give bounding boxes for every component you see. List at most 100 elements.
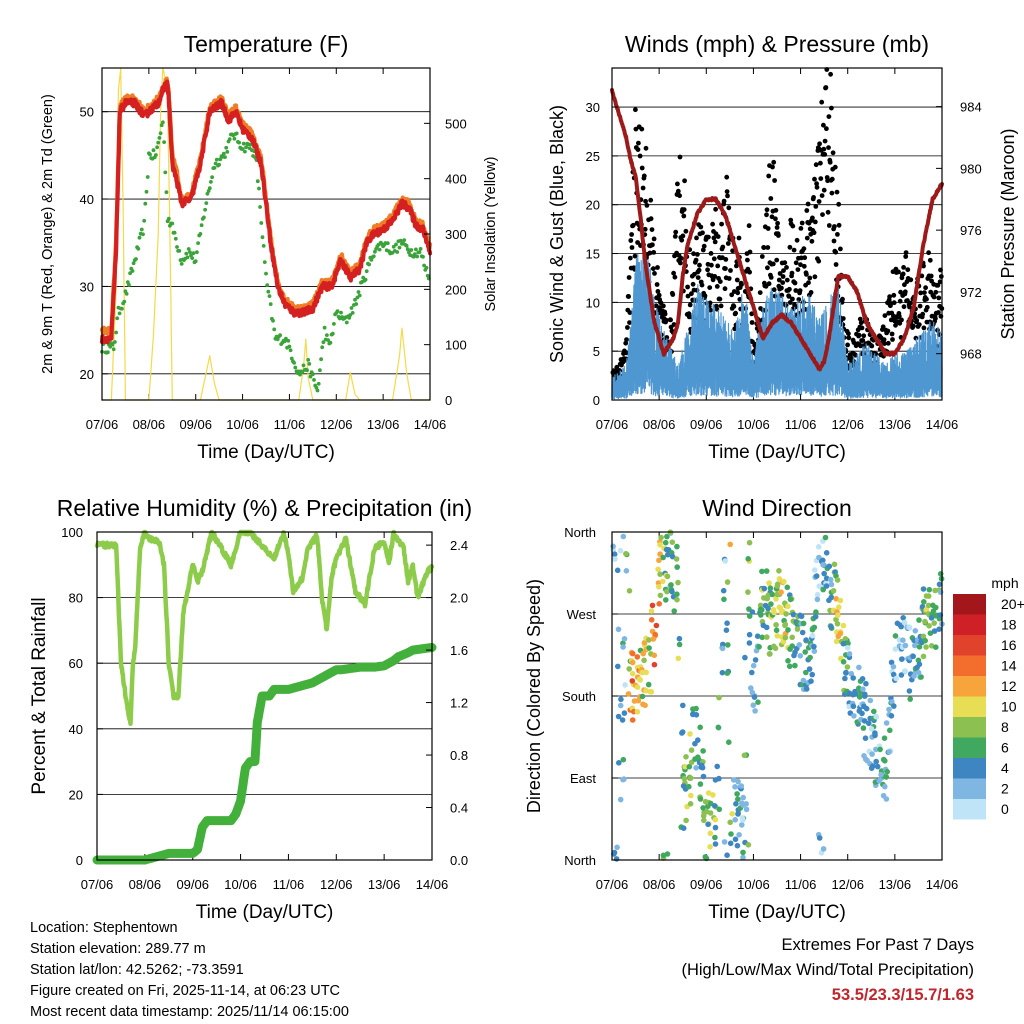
direction-point xyxy=(792,649,798,656)
gust-point xyxy=(701,243,707,249)
direction-point xyxy=(918,674,924,680)
gust-point xyxy=(768,275,774,280)
direction-point xyxy=(765,605,771,612)
direction-point xyxy=(860,725,867,731)
direction-point xyxy=(617,702,624,709)
x-tick-label: 10/06 xyxy=(737,877,770,892)
direction-point xyxy=(789,634,795,641)
direction-point xyxy=(768,601,774,607)
gust-point xyxy=(825,209,831,215)
gust-point xyxy=(639,126,645,132)
x-tick-label: 12/06 xyxy=(831,417,864,432)
gust-point xyxy=(781,268,786,273)
gust-point xyxy=(765,245,771,250)
gust-point xyxy=(902,289,908,295)
direction-point xyxy=(821,570,827,577)
dewpoint-point xyxy=(156,140,161,145)
dewpoint-point xyxy=(164,190,169,195)
dewpoint-point xyxy=(196,241,201,246)
gust-point xyxy=(787,300,793,305)
plot-frame xyxy=(96,531,433,861)
direction-point xyxy=(655,566,661,573)
gust-point xyxy=(724,189,730,195)
direction-point xyxy=(716,775,722,782)
gust-point xyxy=(821,146,827,152)
y-tick-label: North xyxy=(564,853,596,868)
direction-point xyxy=(833,616,839,623)
direction-point xyxy=(856,694,863,700)
y-tick-right-label: 500 xyxy=(445,116,467,131)
dewpoint-point xyxy=(414,247,418,252)
direction-point xyxy=(808,678,814,684)
x-tick-label: 08/06 xyxy=(643,877,676,892)
direction-point xyxy=(741,752,748,759)
gust-point xyxy=(766,173,772,179)
direction-point xyxy=(774,633,781,639)
direction-point xyxy=(693,712,700,718)
direction-point xyxy=(705,821,711,828)
gust-point xyxy=(807,275,813,281)
direction-point xyxy=(811,567,818,573)
direction-point xyxy=(869,751,875,757)
gust-point xyxy=(882,313,888,318)
dewpoint-point xyxy=(234,131,239,136)
dewpoint-point xyxy=(385,241,390,246)
direction-point xyxy=(891,703,897,709)
dewpoint-point xyxy=(137,235,142,240)
direction-point xyxy=(892,646,899,652)
dewpoint-point xyxy=(421,254,425,259)
direction-point xyxy=(711,803,718,809)
gust-point xyxy=(710,221,715,227)
dewpoint-point xyxy=(268,302,273,306)
direction-point xyxy=(859,710,865,717)
direction-point xyxy=(740,794,746,801)
gust-point xyxy=(908,300,913,306)
dewpoint-point xyxy=(170,221,175,226)
direction-point xyxy=(863,680,869,687)
direction-point xyxy=(621,710,628,716)
gust-point xyxy=(624,337,629,342)
gust-point xyxy=(729,292,735,298)
gust-point xyxy=(711,256,717,262)
gust-point xyxy=(770,261,776,267)
direction-point xyxy=(800,677,807,684)
y-tick-right-label: 0.0 xyxy=(450,853,468,868)
direction-point xyxy=(680,702,686,709)
y-tick-right-label: 1.2 xyxy=(450,696,468,711)
gust-point xyxy=(747,269,752,275)
direction-point xyxy=(621,776,627,782)
gust-point xyxy=(832,224,837,229)
direction-point xyxy=(634,709,641,715)
direction-point xyxy=(926,623,932,629)
dewpoint-point xyxy=(322,325,327,330)
x-tick-label: 08/06 xyxy=(129,877,162,892)
gust-point xyxy=(933,289,939,295)
gust-point xyxy=(707,285,713,290)
direction-point xyxy=(883,720,890,726)
dewpoint-point xyxy=(424,265,429,270)
direction-point xyxy=(927,630,934,636)
dewpoint-point xyxy=(217,162,222,167)
direction-point xyxy=(745,589,751,595)
direction-point xyxy=(923,644,929,650)
x-tick-label: 13/06 xyxy=(879,877,912,892)
direction-point xyxy=(700,813,707,819)
dewpoint-point xyxy=(158,131,163,136)
series-total-precipitation xyxy=(92,643,437,865)
gust-point xyxy=(722,286,728,292)
gust-point xyxy=(765,226,771,231)
direction-point xyxy=(736,832,742,838)
direction-point xyxy=(767,585,774,591)
gust-point xyxy=(678,260,683,266)
direction-point xyxy=(763,568,770,574)
colorbar-swatch xyxy=(953,717,986,738)
gust-point xyxy=(690,281,696,287)
direction-point xyxy=(922,618,928,625)
direction-point xyxy=(925,602,932,609)
gust-point xyxy=(715,263,721,269)
direction-point xyxy=(634,684,641,690)
direction-point xyxy=(664,588,670,595)
direction-point xyxy=(840,622,847,629)
gust-point xyxy=(757,290,763,295)
direction-point xyxy=(615,626,622,633)
